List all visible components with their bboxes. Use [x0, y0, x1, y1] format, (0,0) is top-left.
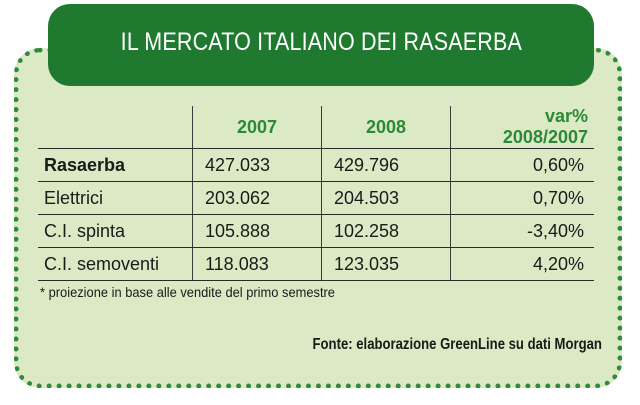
value-2007: 105.888: [192, 214, 322, 248]
header-var: var% 2008/2007: [450, 106, 594, 149]
header-empty: [38, 106, 193, 149]
footnote: * proiezione in base alle vendite del pr…: [40, 284, 335, 300]
header-2007: 2007: [192, 106, 322, 149]
value-var: 4,20%: [450, 247, 594, 281]
table-row: Rasaerba 427.033 429.796 0,60%: [38, 148, 594, 182]
value-2008: 429.796: [321, 148, 451, 182]
table-row: C.I. semoventi 118.083 123.035 4,20%: [38, 247, 594, 281]
value-2008: 102.258: [321, 214, 451, 248]
market-table: 2007 2008 var% 2008/2007 Rasaerba 427.03…: [38, 106, 594, 281]
value-var: -3,40%: [450, 214, 594, 248]
row-label: C.I. spinta: [38, 214, 193, 248]
table-row: C.I. spinta 105.888 102.258 -3,40%: [38, 214, 594, 248]
source-credit: Fonte: elaborazione GreenLine su dati Mo…: [312, 336, 602, 353]
table-row: Elettrici 203.062 204.503 0,70%: [38, 181, 594, 215]
page-title: IL MERCATO ITALIANO DEI RASAERBA: [120, 28, 522, 56]
value-2007: 118.083: [192, 247, 322, 281]
table-header-row: 2007 2008 var% 2008/2007: [38, 106, 594, 149]
value-2008: 123.035: [321, 247, 451, 281]
header-2008: 2008: [321, 106, 451, 149]
value-var: 0,60%: [450, 148, 594, 182]
value-2007: 427.033: [192, 148, 322, 182]
row-label: C.I. semoventi: [38, 247, 193, 281]
row-label: Rasaerba: [38, 148, 193, 182]
value-var: 0,70%: [450, 181, 594, 215]
value-2008: 204.503: [321, 181, 451, 215]
title-banner: IL MERCATO ITALIANO DEI RASAERBA: [48, 4, 594, 86]
value-2007: 203.062: [192, 181, 322, 215]
row-label: Elettrici: [38, 181, 193, 215]
